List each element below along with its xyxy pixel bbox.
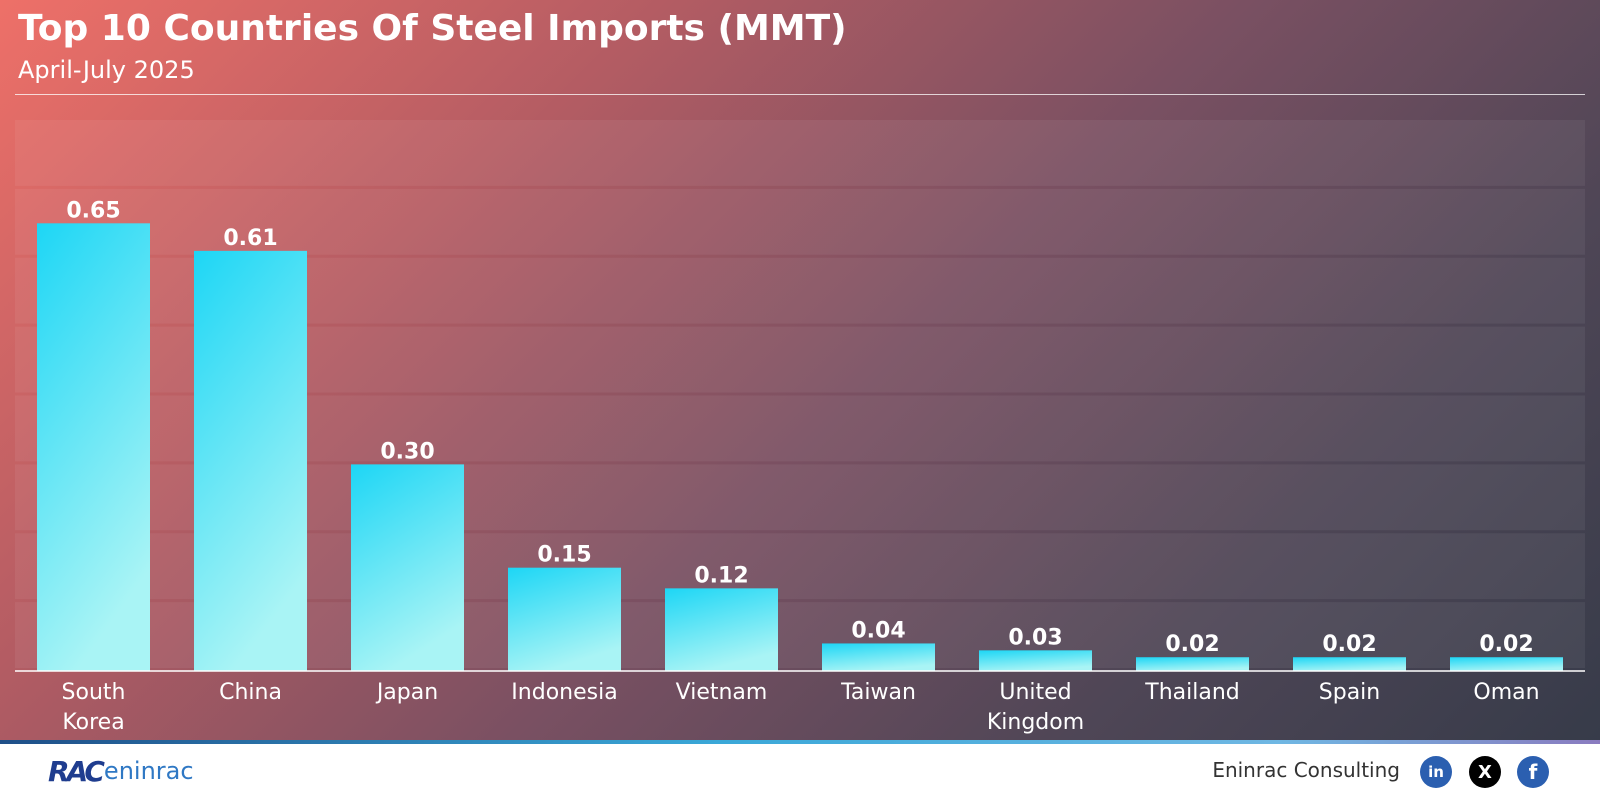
title-divider [15,94,1585,95]
grid-band-6 [15,188,1585,255]
bar-0[interactable] [37,223,150,671]
logo-word: eninrac [103,757,194,785]
value-label-5: 0.04 [851,618,905,643]
bar-2[interactable] [351,464,464,671]
category-label-5: Taiwan [840,680,916,705]
category-label-3: Indonesia [511,680,617,705]
grid-band-7 [15,120,1585,186]
category-label-6-line-0: United [999,680,1071,705]
category-label-7: Thailand [1144,680,1239,705]
bar-7[interactable] [1136,657,1249,671]
bar-4[interactable] [665,588,778,671]
value-label-2: 0.30 [380,439,434,464]
footer-accent-bar [0,740,1600,744]
bar-1[interactable] [194,250,307,672]
bar-9[interactable] [1450,657,1563,671]
category-label-8: Spain [1319,680,1380,705]
labels: 0.65 South Korea 0.61 China 0.30 Japan 0.15 Indo… [62,198,1540,735]
category-label-2: Japan [375,680,438,705]
category-label-4: Vietnam [676,680,768,705]
value-label-1: 0.61 [223,226,277,251]
value-label-3: 0.15 [537,543,591,568]
bar-3[interactable] [508,567,621,671]
chart-subtitle: April-July 2025 [18,56,195,84]
bar-8[interactable] [1293,657,1406,671]
category-label-0-line-1: Korea [62,710,124,735]
logo-mark: RAC [48,754,105,788]
bar-5[interactable] [822,643,935,671]
category-label-1: China [219,680,282,705]
linkedin-icon[interactable]: in [1420,756,1452,788]
value-label-7: 0.02 [1165,632,1219,657]
chart-title: Top 10 Countries Of Steel Imports (MMT) [18,8,847,49]
value-label-6: 0.03 [1008,625,1062,650]
value-label-0: 0.65 [66,198,120,223]
value-label-4: 0.12 [694,563,748,588]
facebook-icon[interactable]: f [1517,756,1549,788]
category-label-9: Oman [1473,680,1539,705]
brand-name: Eninrac Consulting [1212,758,1400,782]
category-label-6-line-1: Kingdom [987,710,1084,735]
x-icon[interactable]: X [1469,756,1501,788]
bars [37,223,1563,672]
bar-6[interactable] [979,650,1092,671]
category-label-0-line-0: South [62,680,126,705]
eninrac-logo[interactable]: RAC eninrac [48,754,194,788]
footer: RAC eninrac Eninrac Consulting in X f [0,744,1600,800]
value-label-8: 0.02 [1322,632,1376,657]
value-label-9: 0.02 [1479,632,1533,657]
